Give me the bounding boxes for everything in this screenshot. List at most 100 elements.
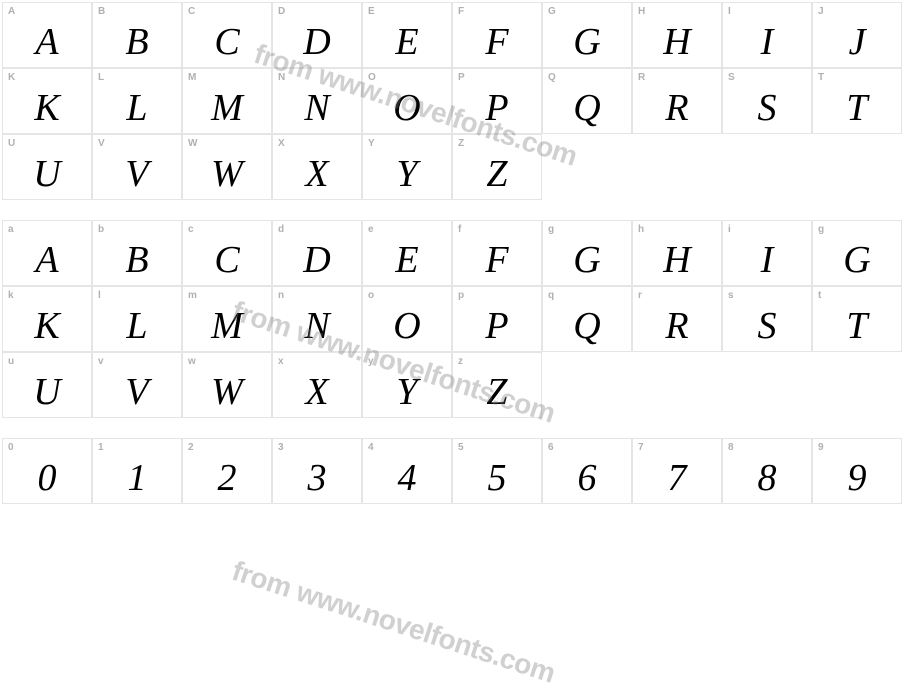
glyph-label: K xyxy=(8,72,15,83)
glyph-display: G xyxy=(573,241,600,279)
glyph-label: O xyxy=(368,72,376,83)
glyph-label: C xyxy=(188,6,195,17)
glyph-label: G xyxy=(548,6,556,17)
glyph-label: I xyxy=(728,6,731,17)
glyph-cell: uU xyxy=(2,352,92,418)
glyph-label: 2 xyxy=(188,442,194,453)
glyph-label: p xyxy=(458,290,464,301)
glyph-display: 2 xyxy=(218,459,237,497)
glyph-display: T xyxy=(846,307,867,345)
glyph-display: R xyxy=(665,89,688,127)
glyph-label: U xyxy=(8,138,15,149)
glyph-display: T xyxy=(846,89,867,127)
glyph-cell: qQ xyxy=(542,286,632,352)
glyph-display: U xyxy=(33,373,60,411)
glyph-display: F xyxy=(485,241,508,279)
glyph-display: X xyxy=(305,373,328,411)
glyph-display: M xyxy=(211,307,243,345)
glyph-display: 7 xyxy=(668,459,687,497)
glyph-cell: iI xyxy=(722,220,812,286)
glyph-row: aAbBcCdDeEfFgGhHiIgG xyxy=(2,220,909,286)
glyph-display: A xyxy=(35,241,58,279)
glyph-display: 1 xyxy=(128,459,147,497)
glyph-cell: BB xyxy=(92,2,182,68)
glyph-display: 0 xyxy=(38,459,57,497)
glyph-display: D xyxy=(303,23,330,61)
glyph-display: B xyxy=(125,241,148,279)
glyph-display: N xyxy=(304,307,329,345)
glyph-label: i xyxy=(728,224,731,235)
glyph-cell: tT xyxy=(812,286,902,352)
glyph-cell: RR xyxy=(632,68,722,134)
glyph-cell: sS xyxy=(722,286,812,352)
glyph-cell: wW xyxy=(182,352,272,418)
glyph-label: g xyxy=(548,224,554,235)
glyph-label: 5 xyxy=(458,442,464,453)
glyph-display: S xyxy=(758,307,777,345)
glyph-display: W xyxy=(211,155,243,193)
glyph-display: G xyxy=(843,241,870,279)
glyph-display: Q xyxy=(573,307,600,345)
glyph-display: C xyxy=(214,23,239,61)
glyph-label: N xyxy=(278,72,285,83)
glyph-display: M xyxy=(211,89,243,127)
glyph-row: KKLLMMNNOOPPQQRRSSTT xyxy=(2,68,909,134)
glyph-cell: NN xyxy=(272,68,362,134)
glyph-row: UUVVWWXXYYZZ xyxy=(2,134,909,200)
glyph-label: Z xyxy=(458,138,464,149)
glyph-cell: 77 xyxy=(632,438,722,504)
glyph-label: A xyxy=(8,6,15,17)
glyph-display: E xyxy=(395,241,418,279)
glyph-display: Z xyxy=(486,155,507,193)
glyph-label: k xyxy=(8,290,14,301)
glyph-cell: QQ xyxy=(542,68,632,134)
glyph-label: 3 xyxy=(278,442,284,453)
glyph-cell: rR xyxy=(632,286,722,352)
glyph-label: c xyxy=(188,224,194,235)
glyph-cell: UU xyxy=(2,134,92,200)
glyph-cell: aA xyxy=(2,220,92,286)
glyph-cell: vV xyxy=(92,352,182,418)
glyph-label: M xyxy=(188,72,196,83)
glyph-label: T xyxy=(818,72,824,83)
glyph-label: r xyxy=(638,290,642,301)
glyph-display: 6 xyxy=(578,459,597,497)
glyph-display: O xyxy=(393,89,420,127)
glyph-label: y xyxy=(368,356,374,367)
glyph-label: 8 xyxy=(728,442,734,453)
glyph-display: A xyxy=(35,23,58,61)
glyph-label: g xyxy=(818,224,824,235)
glyph-cell: HH xyxy=(632,2,722,68)
glyph-row: AABBCCDDEEFFGGHHIIJJ xyxy=(2,2,909,68)
glyph-cell: EE xyxy=(362,2,452,68)
font-character-map: AABBCCDDEEFFGGHHIIJJKKLLMMNNOOPPQQRRSSTT… xyxy=(0,0,911,526)
glyph-cell: lL xyxy=(92,286,182,352)
glyph-cell: ZZ xyxy=(452,134,542,200)
glyph-display: K xyxy=(34,89,59,127)
glyph-cell: zZ xyxy=(452,352,542,418)
glyph-display: U xyxy=(33,155,60,193)
glyph-display: F xyxy=(485,23,508,61)
glyph-label: q xyxy=(548,290,554,301)
watermark-text: from www.novelfonts.com xyxy=(228,555,559,690)
glyph-cell: nN xyxy=(272,286,362,352)
glyph-row: uUvVwWxXyYzZ xyxy=(2,352,909,418)
glyph-label: b xyxy=(98,224,104,235)
glyph-display: P xyxy=(485,89,508,127)
glyph-cell: 44 xyxy=(362,438,452,504)
glyph-cell: hH xyxy=(632,220,722,286)
glyph-label: E xyxy=(368,6,375,17)
glyph-display: K xyxy=(34,307,59,345)
glyph-label: x xyxy=(278,356,284,367)
glyph-cell: 66 xyxy=(542,438,632,504)
glyph-cell: PP xyxy=(452,68,542,134)
glyph-label: L xyxy=(98,72,104,83)
glyph-display: R xyxy=(665,307,688,345)
glyph-cell: TT xyxy=(812,68,902,134)
glyph-display: L xyxy=(126,307,147,345)
glyph-label: u xyxy=(8,356,14,367)
glyph-display: X xyxy=(305,155,328,193)
glyph-display: 3 xyxy=(308,459,327,497)
glyph-cell: cC xyxy=(182,220,272,286)
glyph-label: 1 xyxy=(98,442,104,453)
